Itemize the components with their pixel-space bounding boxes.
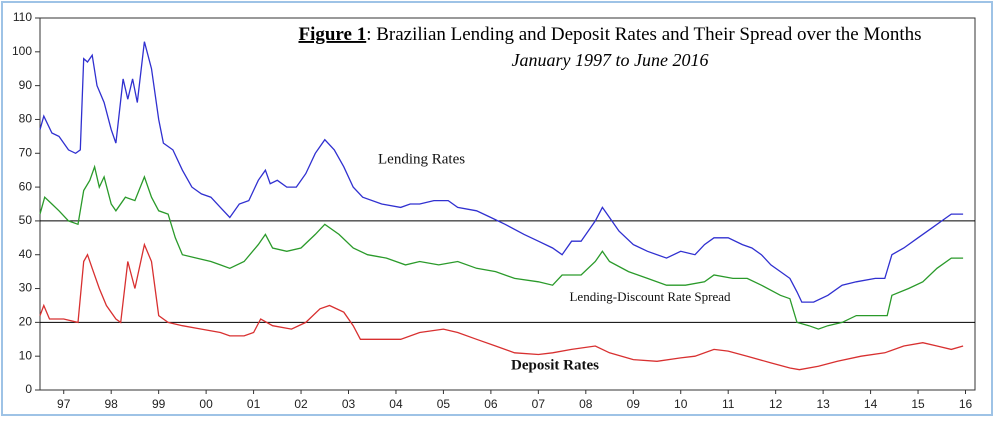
x-tick-label: 05 — [437, 397, 451, 411]
x-tick-label: 12 — [769, 397, 783, 411]
x-tick-label: 02 — [294, 397, 308, 411]
series-label: Lending Rates — [378, 151, 465, 167]
y-tick-label: 100 — [12, 44, 32, 58]
x-tick-label: 13 — [816, 397, 830, 411]
series-line — [39, 41, 964, 303]
y-tick-label: 70 — [19, 145, 33, 159]
y-tick-label: 80 — [19, 112, 33, 126]
series-label: Lending-Discount Rate Spread — [569, 289, 731, 304]
title-prefix: Figure 1 — [298, 24, 366, 45]
x-tick-label: 00 — [199, 397, 213, 411]
series-line — [39, 242, 964, 371]
chart-subtitle: January 1997 to June 2016 — [512, 50, 709, 70]
y-tick-label: 20 — [19, 315, 33, 329]
x-tick-label: 08 — [579, 397, 593, 411]
x-tick-label: 11 — [722, 397, 735, 411]
x-tick-label: 07 — [532, 397, 546, 411]
title-text: : Brazilian Lending and Deposit Rates an… — [366, 24, 921, 45]
x-tick-label: 10 — [674, 397, 688, 411]
x-tick-label: 01 — [247, 397, 261, 411]
x-tick-label: 03 — [342, 397, 356, 411]
y-tick-label: 40 — [19, 247, 33, 261]
x-tick-label: 06 — [484, 397, 498, 411]
series-label: Deposit Rates — [511, 357, 599, 373]
y-tick-label: 60 — [19, 179, 33, 193]
x-tick-label: 14 — [864, 397, 878, 411]
x-tick-label: 97 — [57, 397, 71, 411]
y-tick-label: 50 — [19, 213, 33, 227]
plot-area — [39, 17, 976, 391]
chart-title: Figure 1: Brazilian Lending and Deposit … — [298, 24, 921, 45]
x-tick-label: 99 — [152, 397, 166, 411]
y-tick-label: 0 — [25, 382, 32, 396]
series-line — [39, 164, 964, 330]
x-tick-label: 09 — [627, 397, 641, 411]
y-tick-label: 30 — [19, 281, 33, 295]
y-tick-label: 10 — [19, 348, 33, 362]
x-tick-label: 15 — [911, 397, 925, 411]
y-tick-label: 90 — [19, 78, 33, 92]
x-tick-label: 98 — [105, 397, 119, 411]
x-tick-label: 16 — [959, 397, 973, 411]
x-tick-label: 04 — [389, 397, 403, 411]
y-tick-label: 110 — [13, 10, 32, 24]
